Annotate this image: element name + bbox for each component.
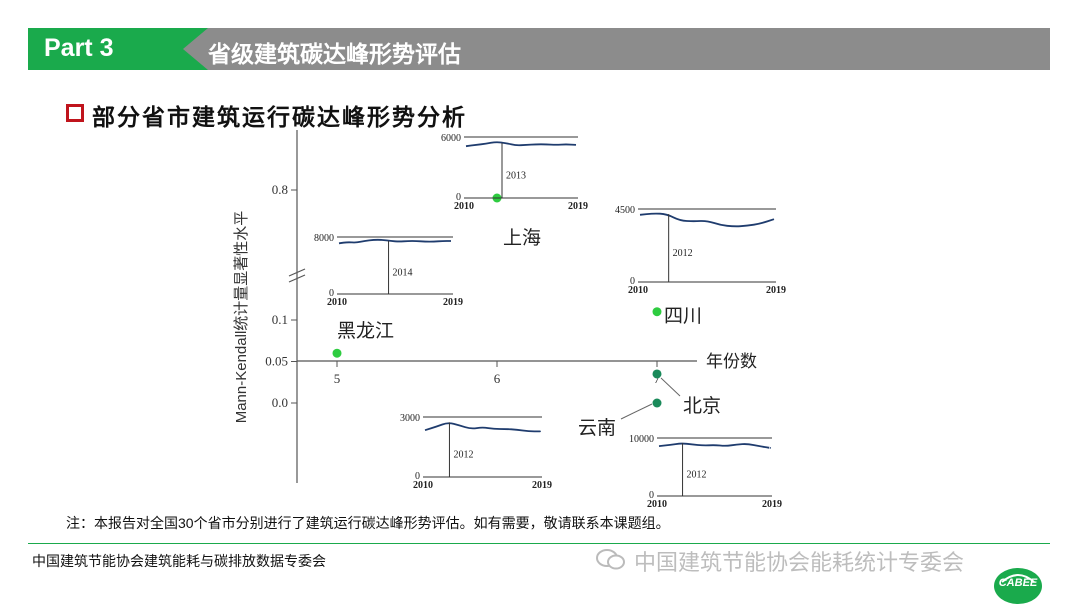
point-label: 云南	[578, 417, 616, 439]
x-tick-label: 5	[334, 371, 341, 386]
header-title: 省级建筑碳达峰形势评估	[208, 41, 461, 67]
inset-ymin-label: 0	[649, 490, 654, 501]
footer-org: 中国建筑节能协会建筑能耗与碳排放数据专委会	[32, 553, 326, 569]
inset-end-label: 2019	[568, 201, 588, 212]
leader-line	[620, 403, 653, 420]
inset-ymin-label: 0	[329, 288, 334, 299]
inset-ymax-label: 10000	[629, 434, 654, 445]
inset-peak-label: 2013	[506, 171, 526, 182]
data-point	[652, 369, 662, 379]
footer-divider	[28, 543, 1050, 544]
point-label: 四川	[664, 306, 702, 327]
axis-break-mark	[288, 274, 306, 283]
header-bar: Part 3 省级建筑碳达峰形势评估	[28, 28, 1050, 70]
footer-watermark: 中国建筑节能协会能耗统计专委会	[634, 550, 965, 575]
axis-break-mark	[288, 268, 306, 277]
point-label: 北京	[683, 395, 721, 417]
x-axis-title: 年份数	[706, 352, 757, 371]
inset-end-label: 2019	[443, 297, 463, 308]
inset-series-line	[658, 442, 771, 449]
section-title: 部分省市建筑运行碳达峰形势分析	[92, 105, 467, 130]
x-tick-label: 7	[654, 371, 661, 386]
inset-start-label: 2010	[628, 285, 648, 296]
y-tick-label: 0.05	[265, 354, 288, 369]
inset-start-label: 2010	[647, 499, 667, 510]
cabee-logo-text: CABEE	[998, 577, 1038, 589]
inset-ymax-label: 8000	[314, 233, 334, 244]
inset-peak-label: 2012	[453, 450, 473, 461]
inset-end-label: 2019	[762, 499, 782, 510]
inset-end-label: 2019	[532, 480, 552, 491]
inset-series-line	[465, 141, 577, 148]
point-label: 黑龙江	[337, 320, 394, 342]
leader-line	[660, 377, 681, 397]
inset-series-line	[424, 422, 541, 433]
inset-ymax-label: 6000	[441, 133, 461, 144]
inset-ymax-label: 3000	[400, 413, 420, 424]
inset-start-label: 2010	[327, 297, 347, 308]
inset-peak-label: 2012	[673, 248, 693, 259]
y-tick-label: 0.8	[272, 182, 288, 197]
inset-series-line	[338, 238, 451, 245]
cabee-logo: CABEE	[992, 562, 1044, 606]
inset-ymax-label: 4500	[615, 205, 635, 216]
data-point	[652, 307, 662, 317]
point-label: 上海	[503, 227, 541, 249]
y-tick-label: 0.0	[272, 395, 288, 410]
inset-end-label: 2019	[766, 285, 786, 296]
inset-peak-label: 2014	[393, 267, 413, 278]
data-point	[652, 398, 662, 408]
y-tick-label: 0.1	[272, 312, 288, 327]
inset-start-label: 2010	[413, 480, 433, 491]
inset-start-label: 2010	[454, 201, 474, 212]
wechat-icon	[596, 548, 626, 570]
inset-series-line	[639, 212, 775, 228]
y-axis-title: Mann-Kendall统计量显著性水平	[233, 211, 250, 424]
data-point	[332, 348, 342, 358]
inset-peak-label: 2012	[687, 470, 707, 481]
x-tick-label: 6	[494, 371, 501, 386]
part-label: Part 3	[44, 34, 114, 62]
inset-ymin-label: 0	[456, 192, 461, 203]
inset-ymin-label: 0	[630, 276, 635, 287]
inset-ymin-label: 0	[415, 471, 420, 482]
footnote: 注：本报告对全国30个省市分别进行了建筑运行碳达峰形势评估。如有需要，敬请联系本…	[66, 515, 670, 531]
part-badge	[28, 28, 208, 70]
section-bullet-icon	[66, 104, 84, 122]
